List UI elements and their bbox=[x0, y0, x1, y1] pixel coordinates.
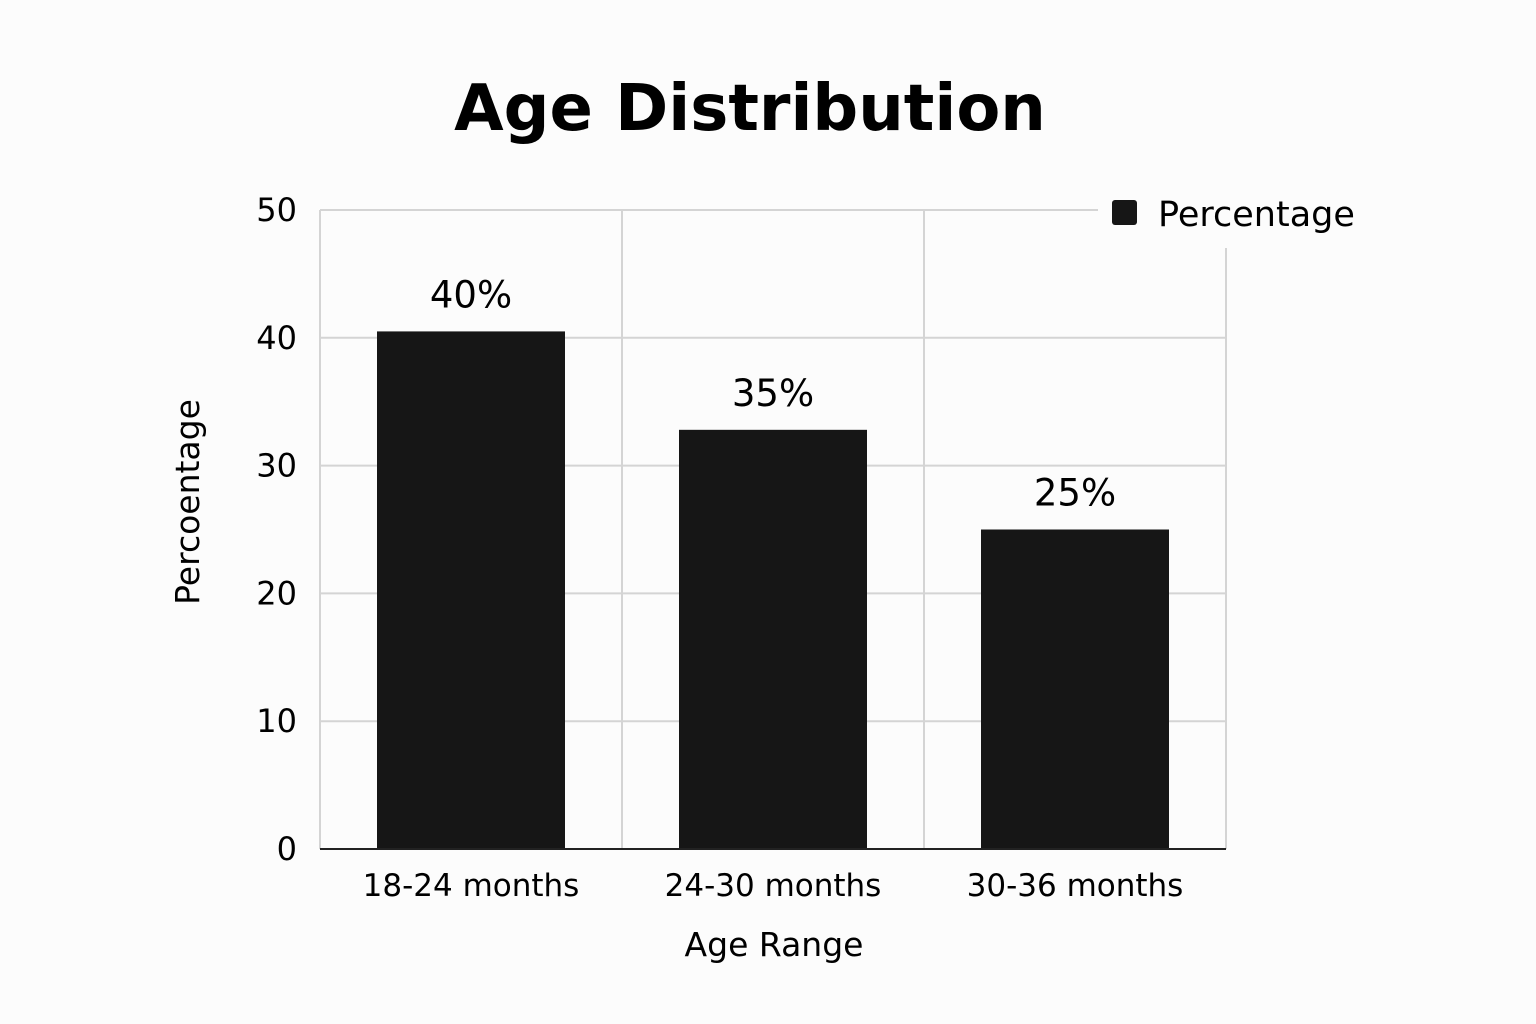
legend-label: Percentage bbox=[1158, 195, 1355, 235]
bar bbox=[981, 529, 1169, 849]
legend-swatch bbox=[1112, 200, 1137, 225]
x-tick-label: 30-36 months bbox=[967, 868, 1184, 904]
bar-value-label: 35% bbox=[732, 372, 814, 415]
y-tick-label: 40 bbox=[256, 319, 297, 357]
bar bbox=[377, 331, 565, 849]
y-tick-label: 30 bbox=[256, 447, 297, 485]
bar-value-label: 25% bbox=[1034, 472, 1116, 515]
x-tick-label: 18-24 months bbox=[363, 868, 580, 904]
bars bbox=[377, 331, 1169, 849]
y-tick-label: 10 bbox=[256, 702, 297, 740]
chart-text: Age Distribution Age Range Percoentage 0… bbox=[168, 72, 1183, 964]
bar-value-label: 40% bbox=[430, 273, 512, 316]
x-axis-title: Age Range bbox=[685, 925, 864, 964]
y-axis-title: Percoentage bbox=[168, 399, 207, 605]
x-tick-label: 24-30 months bbox=[665, 868, 882, 904]
legend-background bbox=[1098, 190, 1354, 248]
legend: Percentage bbox=[1098, 190, 1355, 248]
y-tick-label: 50 bbox=[256, 191, 297, 229]
y-tick-label: 20 bbox=[256, 574, 297, 612]
y-tick-label: 0 bbox=[277, 830, 297, 868]
bar bbox=[679, 429, 867, 849]
chart-title: Age Distribution bbox=[454, 72, 1046, 146]
